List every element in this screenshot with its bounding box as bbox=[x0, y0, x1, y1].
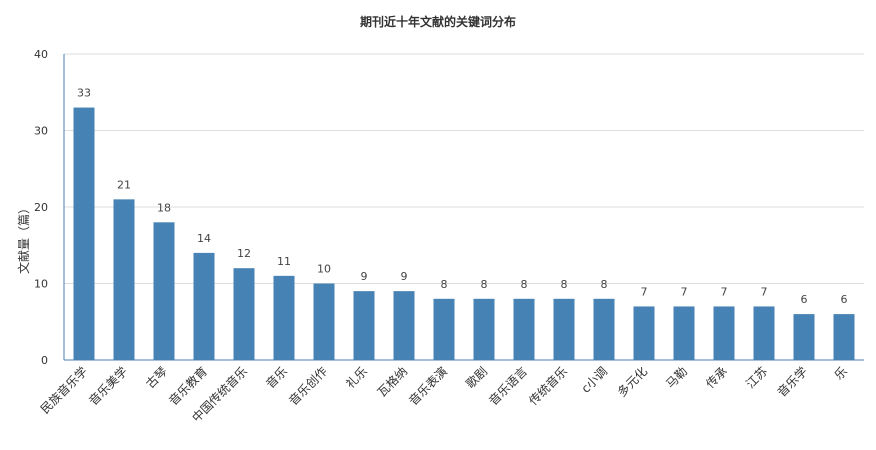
x-tick-label: 多元化 bbox=[615, 364, 650, 399]
x-tick-label: 音乐语言 bbox=[486, 364, 531, 409]
bar bbox=[473, 298, 495, 360]
data-label: 8 bbox=[521, 278, 528, 291]
data-label: 8 bbox=[441, 278, 448, 291]
bar bbox=[713, 306, 735, 360]
bar bbox=[273, 275, 295, 360]
data-label: 9 bbox=[401, 270, 408, 283]
data-label: 7 bbox=[761, 285, 768, 298]
data-label: 9 bbox=[361, 270, 368, 283]
bar bbox=[73, 107, 95, 360]
y-tick-label: 0 bbox=[41, 354, 48, 367]
bar bbox=[753, 306, 775, 360]
data-label: 7 bbox=[721, 285, 728, 298]
x-tick-label: 古琴 bbox=[143, 364, 171, 392]
y-tick-label: 10 bbox=[34, 278, 48, 291]
data-label: 8 bbox=[601, 278, 608, 291]
x-tick-label: 礼乐 bbox=[343, 364, 371, 392]
x-tick-label: 瓦格纳 bbox=[374, 364, 410, 400]
bar bbox=[153, 222, 175, 360]
data-label: 7 bbox=[641, 285, 648, 298]
x-tick-label: 传统音乐 bbox=[526, 364, 571, 409]
bar bbox=[593, 298, 615, 360]
x-tick-label: 马勒 bbox=[663, 364, 690, 391]
data-label: 18 bbox=[157, 201, 171, 214]
y-axis-ticks: 0 10 20 30 40 bbox=[34, 48, 48, 367]
data-labels: 33 21 18 14 12 11 10 9 9 8 8 8 8 8 7 7 7 7 6 6 bbox=[77, 87, 848, 307]
x-tick-label: 音乐学 bbox=[774, 364, 810, 400]
bar bbox=[193, 252, 215, 360]
data-label: 12 bbox=[237, 247, 251, 260]
bars bbox=[73, 107, 855, 360]
y-tick-label: 40 bbox=[34, 48, 48, 61]
bar bbox=[633, 306, 655, 360]
bar bbox=[833, 314, 855, 360]
bar bbox=[113, 199, 135, 360]
data-label: 14 bbox=[197, 232, 211, 245]
bar bbox=[433, 298, 455, 360]
data-label: 6 bbox=[841, 293, 848, 306]
data-label: 6 bbox=[801, 293, 808, 306]
x-tick-label: 传承 bbox=[703, 364, 731, 392]
data-label: 7 bbox=[681, 285, 688, 298]
y-tick-label: 30 bbox=[34, 125, 48, 138]
x-tick-label: 音乐创作 bbox=[286, 364, 331, 409]
x-tick-label: 音乐美学 bbox=[86, 364, 131, 409]
bar bbox=[393, 291, 415, 360]
data-label: 10 bbox=[317, 263, 331, 276]
bar bbox=[513, 298, 535, 360]
x-tick-label: 歌剧 bbox=[463, 364, 491, 392]
bar bbox=[553, 298, 575, 360]
x-tick-label: 乐 bbox=[832, 364, 850, 382]
chart-title: 期刊近十年文献的关键词分布 bbox=[360, 14, 516, 29]
bar bbox=[353, 291, 375, 360]
data-label: 8 bbox=[561, 278, 568, 291]
x-tick-label: 音乐表演 bbox=[406, 364, 451, 409]
data-label: 8 bbox=[481, 278, 488, 291]
y-axis-label: 文献量（篇） bbox=[16, 202, 31, 274]
x-tick-label: 民族音乐学 bbox=[37, 364, 90, 417]
x-tick-label: c小调 bbox=[579, 364, 611, 396]
gridlines bbox=[64, 53, 864, 284]
x-tick-label: 音乐 bbox=[263, 364, 291, 392]
data-label: 11 bbox=[277, 255, 291, 268]
bar bbox=[233, 268, 255, 360]
bar bbox=[673, 306, 695, 360]
x-tick-label: 江苏 bbox=[743, 364, 770, 391]
y-tick-label: 20 bbox=[34, 201, 48, 214]
bar bbox=[793, 314, 815, 360]
data-label: 21 bbox=[117, 178, 131, 191]
data-label: 33 bbox=[77, 87, 91, 100]
bar bbox=[313, 283, 335, 360]
